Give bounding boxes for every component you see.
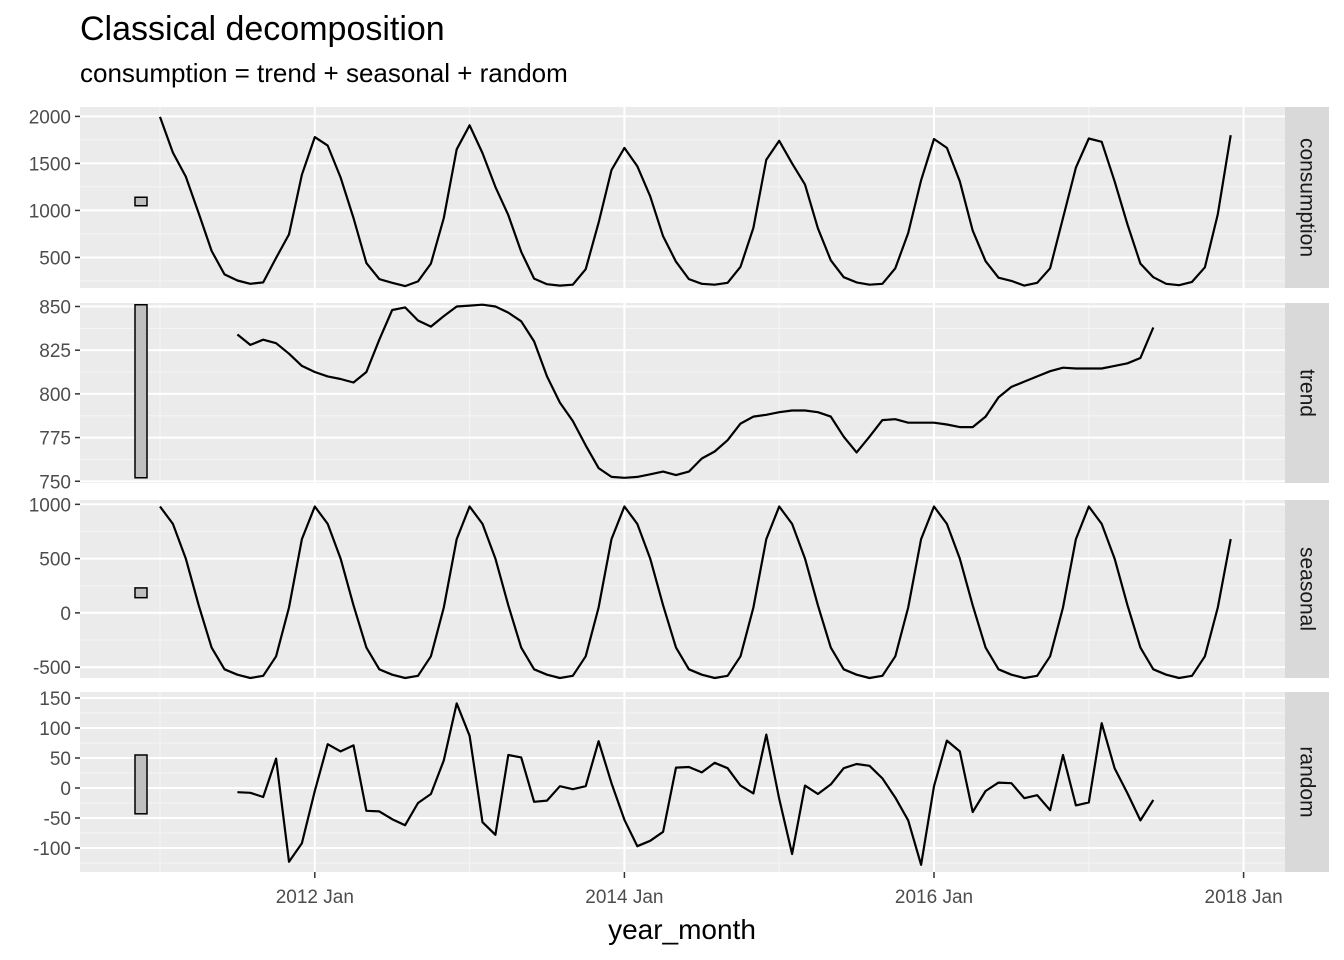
facet-label: random <box>1296 746 1319 817</box>
y-tick-label: 800 <box>39 385 71 406</box>
series-line-trend <box>236 303 1155 479</box>
chart-subtitle: consumption = trend + seasonal + random <box>80 58 568 88</box>
panel-seasonal: -500 0 500 1000 seasonal <box>29 495 1329 679</box>
facet-label: seasonal <box>1296 547 1319 631</box>
x-tick-label: 2014 Jan <box>585 887 663 908</box>
y-tick-label: 500 <box>39 248 71 269</box>
y-tick-label: 1000 <box>29 201 71 222</box>
y-tick-label: 0 <box>60 604 71 625</box>
y-tick-label: 850 <box>39 297 71 318</box>
x-tick-label: 2016 Jan <box>895 887 973 908</box>
series-line-seasonal <box>159 505 1232 680</box>
x-tick-label: 2018 Jan <box>1205 887 1283 908</box>
series-line-random <box>237 702 1155 866</box>
facet-strip <box>1285 692 1329 872</box>
y-tick-label: 150 <box>39 689 71 710</box>
facet-label: consumption <box>1296 138 1319 257</box>
y-tick-label: 750 <box>39 472 71 493</box>
facet-strip <box>1285 107 1329 288</box>
panel-random: -100 -50 0 50 100 150 random <box>33 689 1329 872</box>
y-tick-label: -100 <box>33 839 71 860</box>
scale-bar <box>134 303 148 479</box>
scale-bar <box>134 587 148 599</box>
y-tick-label: 0 <box>60 779 71 800</box>
panel-background <box>80 500 1285 678</box>
series-line-consumption <box>158 116 1232 288</box>
facet-strip <box>1285 500 1329 678</box>
scale-bar <box>134 196 148 207</box>
y-tick-label: 500 <box>39 550 71 571</box>
y-tick-label: 1000 <box>29 495 71 516</box>
y-tick-label: 2000 <box>29 107 71 128</box>
x-tick-label: 2012 Jan <box>276 887 354 908</box>
scale-bar <box>134 754 148 815</box>
panel-background <box>80 692 1285 872</box>
y-tick-label: -50 <box>44 809 71 830</box>
x-axis-label: year_month <box>608 914 756 945</box>
panel-background <box>80 107 1285 288</box>
y-tick-label: 825 <box>39 341 71 362</box>
y-tick-label: 50 <box>50 749 71 770</box>
panel-consumption: 500 1000 1500 2000 consumption <box>29 107 1329 288</box>
facet-label: trend <box>1296 369 1319 417</box>
facet-strip <box>1285 303 1329 483</box>
chart-title: Classical decomposition <box>80 10 445 48</box>
y-tick-label: 775 <box>39 429 71 450</box>
panel-trend: 750 775 800 825 850 trend <box>39 297 1329 493</box>
y-tick-label: 1500 <box>29 154 71 175</box>
y-tick-label: 100 <box>39 719 71 740</box>
y-tick-label: -500 <box>33 658 71 679</box>
